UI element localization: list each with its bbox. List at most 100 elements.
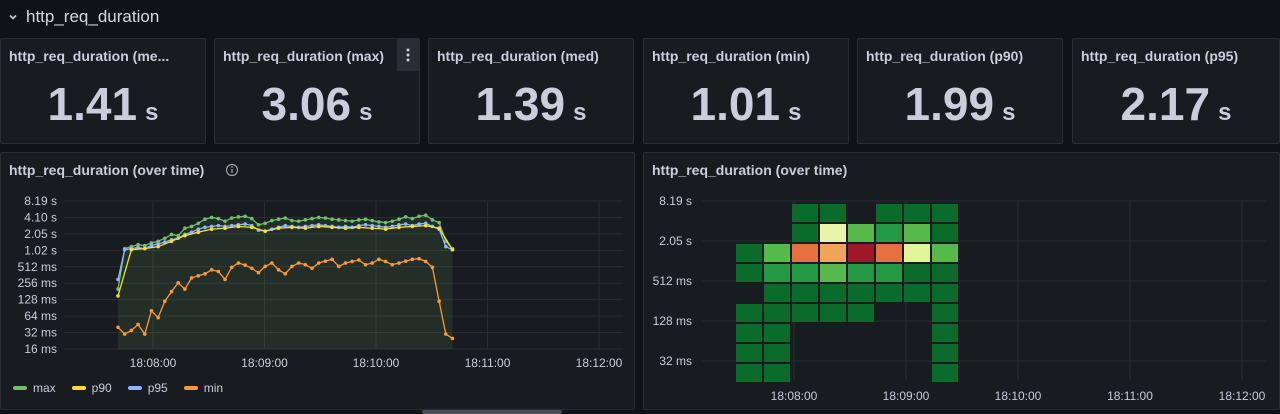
point-p90 xyxy=(316,224,321,229)
point-p95 xyxy=(403,222,408,226)
legend-item-p90[interactable]: p90 xyxy=(71,381,112,395)
legend-swatch xyxy=(127,386,142,390)
point-max xyxy=(136,242,140,247)
y-tick-label: 128 ms xyxy=(18,293,57,307)
row-header[interactable]: http_req_duration xyxy=(0,0,1280,34)
point-min xyxy=(243,263,247,267)
point-min xyxy=(203,272,207,276)
point-min xyxy=(183,287,187,291)
stat-panel-p95[interactable]: http_req_duration (p95) 2.17 s xyxy=(1072,38,1280,144)
point-max xyxy=(243,214,247,219)
point-min xyxy=(437,299,441,303)
point-p95 xyxy=(397,223,401,227)
heatmap-cell xyxy=(764,264,790,282)
heatmap-cell xyxy=(792,224,818,242)
point-min xyxy=(336,264,341,269)
heatmap-cell xyxy=(764,284,790,302)
point-max xyxy=(357,218,361,222)
stat-value: 2.17 s xyxy=(1120,78,1232,130)
heatmap-cell xyxy=(848,224,874,242)
point-min xyxy=(283,272,288,276)
point-p90 xyxy=(196,230,201,234)
point-p90 xyxy=(129,247,134,252)
point-min xyxy=(129,328,134,333)
heatmap-cell xyxy=(764,304,790,322)
panel-title: http_req_duration (min) xyxy=(652,48,810,64)
point-p90 xyxy=(423,223,428,228)
heatmap-cell xyxy=(932,204,958,222)
point-max xyxy=(336,218,341,222)
point-p90 xyxy=(250,225,254,230)
point-p90 xyxy=(410,224,415,229)
x-tick-label: 18:11:00 xyxy=(1107,389,1153,403)
point-min xyxy=(136,322,140,327)
point-max xyxy=(209,215,214,220)
timeseries-chart[interactable]: 8.19 s 4.10 s 2.05 s 1.02 s 512 ms 256 ms 128 … xyxy=(1,189,634,409)
heatmap-cell xyxy=(736,264,762,282)
stat-panel-p90[interactable]: http_req_duration (p90) 1.99 s xyxy=(857,38,1063,144)
y-tick-label: 1.02 s xyxy=(24,243,57,257)
stat-panel-med[interactable]: http_req_duration (med) 1.39 s xyxy=(428,38,634,144)
point-max xyxy=(370,218,375,223)
y-tick-label: 32 ms xyxy=(24,326,57,340)
point-p90 xyxy=(169,239,174,244)
point-max xyxy=(423,213,428,218)
point-min xyxy=(363,262,368,267)
point-min xyxy=(303,262,308,267)
point-min xyxy=(323,259,328,263)
point-p95 xyxy=(283,223,288,228)
heatmap-cell xyxy=(904,284,930,302)
point-p95 xyxy=(417,222,421,226)
heatmap-cell xyxy=(932,284,958,302)
point-p90 xyxy=(303,226,308,231)
chevron-down-icon[interactable] xyxy=(4,8,22,26)
legend-item-max[interactable]: max xyxy=(13,381,56,395)
legend-item-min[interactable]: min xyxy=(183,381,223,395)
point-min xyxy=(189,276,194,280)
series-area-max xyxy=(118,215,453,349)
point-p90 xyxy=(397,225,401,230)
point-max xyxy=(176,233,181,238)
point-min xyxy=(397,261,401,265)
point-p90 xyxy=(263,229,267,233)
heatmap-chart[interactable]: 8.19 s 2.05 s 512 ms 128 ms 32 ms 18:08:00 18:… xyxy=(644,189,1279,409)
heatmap-panel[interactable]: http_req_duration (over time) 8.19 s 2.05… xyxy=(643,152,1280,410)
point-min xyxy=(216,269,221,274)
point-min xyxy=(122,332,127,336)
heatmap-cell xyxy=(848,264,874,282)
point-max xyxy=(250,216,254,221)
info-icon[interactable] xyxy=(225,163,239,182)
point-p95 xyxy=(444,244,448,249)
point-min xyxy=(142,332,147,336)
panel-menu-icon[interactable] xyxy=(397,39,419,71)
legend: max p90 p95 min xyxy=(13,381,223,395)
stat-value: 1.41 s xyxy=(47,78,159,130)
y-tick-label: 32 ms xyxy=(659,354,692,368)
point-min xyxy=(370,261,375,265)
point-max xyxy=(430,218,435,222)
legend-swatch xyxy=(71,386,86,390)
point-max xyxy=(223,219,227,223)
point-p95 xyxy=(203,225,207,230)
point-min xyxy=(357,258,361,262)
stat-panel-max[interactable]: http_req_duration (max) 3.06 s xyxy=(214,38,420,144)
series-line-p90 xyxy=(117,224,454,297)
point-max xyxy=(310,216,314,221)
point-max xyxy=(169,232,174,237)
scrollbar[interactable] xyxy=(422,410,562,414)
point-p95 xyxy=(377,224,381,229)
point-p90 xyxy=(116,294,120,298)
point-min xyxy=(223,277,227,282)
legend-swatch xyxy=(13,386,27,390)
point-min xyxy=(343,261,348,265)
stat-panel-mean[interactable]: http_req_duration (me... 1.41 s xyxy=(0,38,206,144)
timeseries-panel[interactable]: http_req_duration (over time) 8.19 s 4.10… xyxy=(0,152,635,410)
y-tick-label: 16 ms xyxy=(24,342,57,356)
point-min xyxy=(350,259,354,264)
panel-title: http_req_duration (over time) xyxy=(9,162,205,178)
legend-item-p95[interactable]: p95 xyxy=(127,381,168,395)
point-p95 xyxy=(196,227,201,231)
y-tick-label: 2.05 s xyxy=(24,227,57,241)
stat-panel-min[interactable]: http_req_duration (min) 1.01 s xyxy=(643,38,849,144)
point-max xyxy=(276,217,281,222)
